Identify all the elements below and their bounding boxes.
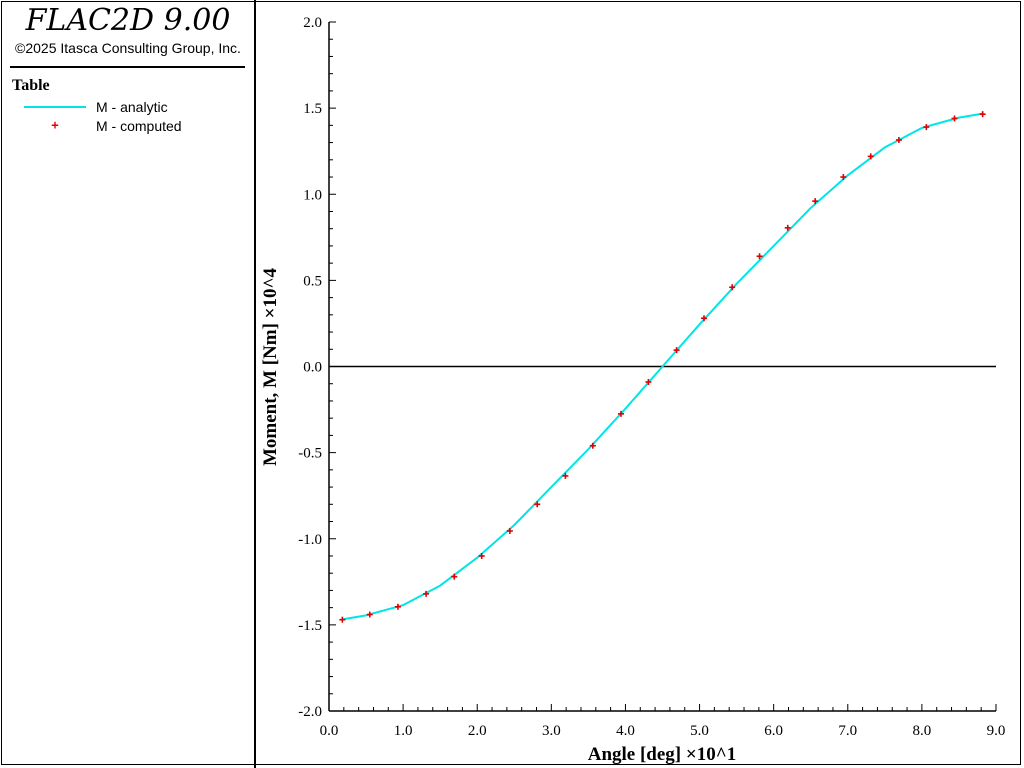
x-tick-label: 7.0 [838, 723, 857, 739]
data-point-computed [506, 527, 513, 534]
data-point-computed [366, 611, 373, 618]
legend-label-computed: M - computed [96, 118, 182, 134]
data-point-computed [645, 379, 652, 386]
data-point-computed [701, 315, 708, 322]
y-tick-label: 0.0 [303, 360, 322, 376]
data-point-computed [895, 136, 902, 143]
series-line-analytic [342, 112, 983, 621]
data-point-computed [867, 153, 874, 160]
data-point-computed [394, 603, 401, 610]
title-divider [10, 66, 245, 68]
y-tick-label: 2.0 [303, 15, 322, 31]
axes: -2.0 -1.5 -1.0 -0.5 0.0 0.5 1.0 1.5 2.0 0.0 1.0 2.0… [298, 15, 1005, 739]
legend-label-analytic: M - analytic [96, 99, 168, 115]
legend-sidebar: FLAC2D 9.00 ©2025 Itasca Consulting Grou… [0, 0, 256, 768]
data-point-computed [562, 472, 569, 479]
legend-marker-swatch: + [51, 118, 59, 132]
data-point-computed [784, 224, 791, 231]
x-tick-label: 2.0 [468, 723, 487, 739]
x-tick-label: 4.0 [616, 723, 635, 739]
data-point-computed [979, 111, 986, 118]
y-tick-label: -2.0 [298, 704, 322, 720]
y-tick-label: 0.5 [303, 273, 322, 289]
y-tick-label: -1.0 [298, 532, 322, 548]
data-point-computed [840, 174, 847, 181]
data-point-computed [756, 253, 763, 260]
x-tick-label: 8.0 [913, 723, 932, 739]
y-tick-label: 1.0 [303, 187, 322, 203]
x-tick-label: 3.0 [542, 723, 561, 739]
legend-item-computed: + M - computed [24, 117, 244, 135]
data-point-computed [534, 501, 541, 508]
x-tick-label: 9.0 [987, 723, 1006, 739]
data-point-computed [339, 616, 346, 623]
data-point-computed [729, 284, 736, 291]
x-tick-label: 6.0 [764, 723, 783, 739]
x-tick-label: 0.0 [320, 723, 339, 739]
legend-item-analytic: M - analytic [24, 98, 244, 116]
data-point-computed [812, 198, 819, 205]
y-axis-title: Moment, M [Nm] ×10^4 [260, 267, 281, 466]
series-layer [339, 111, 986, 623]
data-point-computed [478, 552, 485, 559]
y-tick-label: 1.5 [303, 101, 322, 117]
copyright-notice: ©2025 Itasca Consulting Group, Inc. [15, 40, 241, 56]
data-point-computed [673, 347, 680, 354]
data-point-computed [589, 442, 596, 449]
data-point-computed [923, 124, 930, 131]
data-point-computed [951, 115, 958, 122]
app-title: FLAC2D 9.00 [25, 3, 231, 38]
x-axis-title: Angle [deg] ×10^1 [588, 744, 737, 765]
y-tick-label: -0.5 [298, 446, 322, 462]
legend-line-swatch [24, 106, 86, 108]
x-tick-label: 1.0 [394, 723, 413, 739]
legend-heading: Table [12, 77, 50, 94]
data-point-computed [451, 573, 458, 580]
data-point-computed [423, 590, 430, 597]
data-point-computed [617, 410, 624, 417]
x-tick-label: 5.0 [690, 723, 709, 739]
y-tick-label: -1.5 [298, 618, 322, 634]
